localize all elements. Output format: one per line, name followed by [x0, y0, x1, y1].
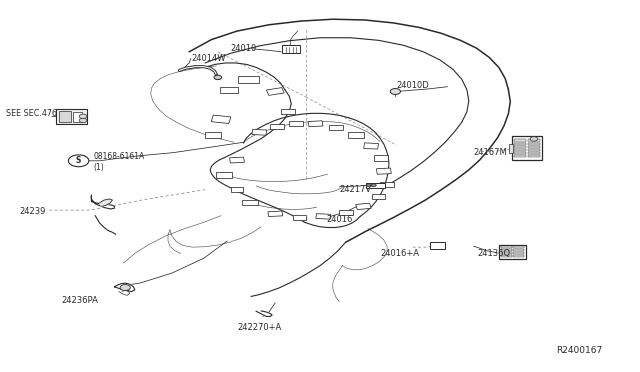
Bar [431, 242, 445, 249]
Bar [281, 109, 295, 114]
FancyBboxPatch shape [56, 109, 87, 124]
Text: 242270+A: 242270+A [237, 323, 281, 332]
Bar [364, 143, 378, 149]
Text: 24167M: 24167M [473, 148, 507, 157]
Text: S: S [76, 156, 81, 165]
Bar [501, 252, 511, 254]
Circle shape [530, 137, 538, 141]
Bar [329, 125, 343, 130]
Bar [511, 136, 542, 160]
Bar [528, 146, 540, 148]
Bar [316, 214, 330, 219]
Bar [348, 132, 364, 138]
Text: 24016+A: 24016+A [381, 249, 420, 258]
Bar [308, 121, 323, 127]
Bar [73, 112, 83, 122]
Bar [269, 124, 284, 129]
Circle shape [214, 75, 221, 80]
Bar [372, 194, 385, 199]
Bar [514, 155, 525, 157]
Text: 24014W: 24014W [191, 54, 225, 62]
Bar [513, 246, 524, 248]
Polygon shape [92, 195, 115, 209]
Bar [242, 200, 258, 205]
Bar [499, 245, 525, 259]
Bar [356, 203, 371, 210]
Circle shape [120, 285, 131, 291]
Circle shape [390, 89, 401, 94]
Bar [528, 139, 540, 141]
Text: R2400167: R2400167 [556, 346, 602, 355]
Bar [376, 168, 391, 174]
Bar [528, 149, 540, 151]
Circle shape [68, 155, 89, 167]
Bar [528, 142, 540, 145]
Polygon shape [100, 199, 113, 206]
Circle shape [371, 184, 376, 187]
Bar [220, 87, 238, 93]
Bar [339, 210, 353, 215]
Text: 24010: 24010 [230, 44, 257, 53]
Bar [514, 149, 525, 151]
Bar [380, 182, 394, 187]
Text: SEE SEC.476: SEE SEC.476 [6, 109, 57, 118]
Bar [513, 255, 524, 257]
Bar [513, 252, 524, 254]
Bar [205, 132, 221, 138]
Polygon shape [115, 283, 135, 292]
Circle shape [79, 114, 87, 119]
Bar [238, 76, 259, 83]
Text: 08168-6161A
(1): 08168-6161A (1) [93, 152, 145, 172]
Polygon shape [256, 311, 272, 317]
Bar [514, 142, 525, 145]
Bar [514, 152, 525, 154]
Bar [266, 88, 284, 95]
Bar [293, 215, 306, 220]
Text: 24136Q: 24136Q [477, 249, 510, 258]
Bar [514, 146, 525, 148]
Bar [501, 249, 511, 251]
Bar [528, 155, 540, 157]
Bar [366, 183, 385, 188]
Bar [513, 249, 524, 251]
Bar [211, 115, 231, 124]
Bar [60, 111, 71, 122]
Bar [514, 139, 525, 141]
Circle shape [367, 184, 372, 187]
Text: 24217V: 24217V [339, 185, 371, 194]
Bar [230, 187, 243, 192]
Bar [252, 129, 267, 135]
Bar [230, 157, 244, 163]
Text: 24239: 24239 [20, 208, 46, 217]
Bar [374, 155, 388, 161]
Bar [501, 255, 511, 257]
Bar [282, 45, 300, 53]
Text: 24010D: 24010D [397, 81, 429, 90]
Text: 24016: 24016 [326, 215, 353, 224]
Bar [216, 172, 232, 178]
Bar [501, 246, 511, 248]
Circle shape [79, 118, 87, 123]
Bar [289, 121, 303, 126]
Text: 24236PA: 24236PA [61, 296, 98, 305]
Bar [528, 152, 540, 154]
Bar [268, 211, 283, 217]
Bar [509, 144, 513, 153]
